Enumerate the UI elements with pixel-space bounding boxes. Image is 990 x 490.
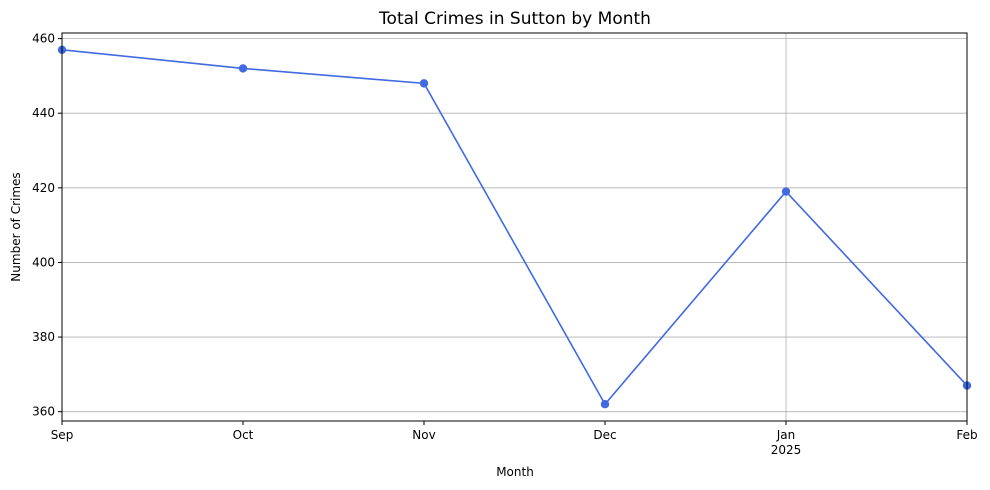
y-tick-label: 420 [32, 181, 55, 195]
x-tick-sublabel: 2025 [771, 443, 802, 457]
data-point [781, 187, 791, 196]
grid [62, 33, 967, 421]
data-point [238, 64, 248, 73]
x-tick-label: Nov [412, 428, 435, 442]
y-axis: 360 380 400 420 440 460 [32, 32, 62, 419]
plot-frame [61, 32, 968, 422]
series-layer [57, 45, 972, 409]
y-tick-label: 360 [32, 405, 55, 419]
x-tick-label: Dec [593, 428, 616, 442]
x-tick-label: Feb [956, 428, 977, 442]
data-point [600, 400, 610, 409]
x-tick-label: Jan [776, 428, 796, 442]
series-line [61, 48, 968, 406]
y-tick-label: 380 [32, 330, 55, 344]
x-axis-label: Month [496, 465, 534, 479]
y-tick-label: 460 [32, 32, 55, 46]
y-tick-label: 400 [32, 255, 55, 269]
data-point [419, 79, 429, 88]
y-tick-label: 440 [32, 106, 55, 120]
chart-title: Total Crimes in Sutton by Month [378, 9, 651, 29]
y-axis-label: Number of Crimes [9, 172, 23, 281]
x-tick-label: Sep [51, 428, 74, 442]
x-tick-label: Oct [233, 428, 254, 442]
